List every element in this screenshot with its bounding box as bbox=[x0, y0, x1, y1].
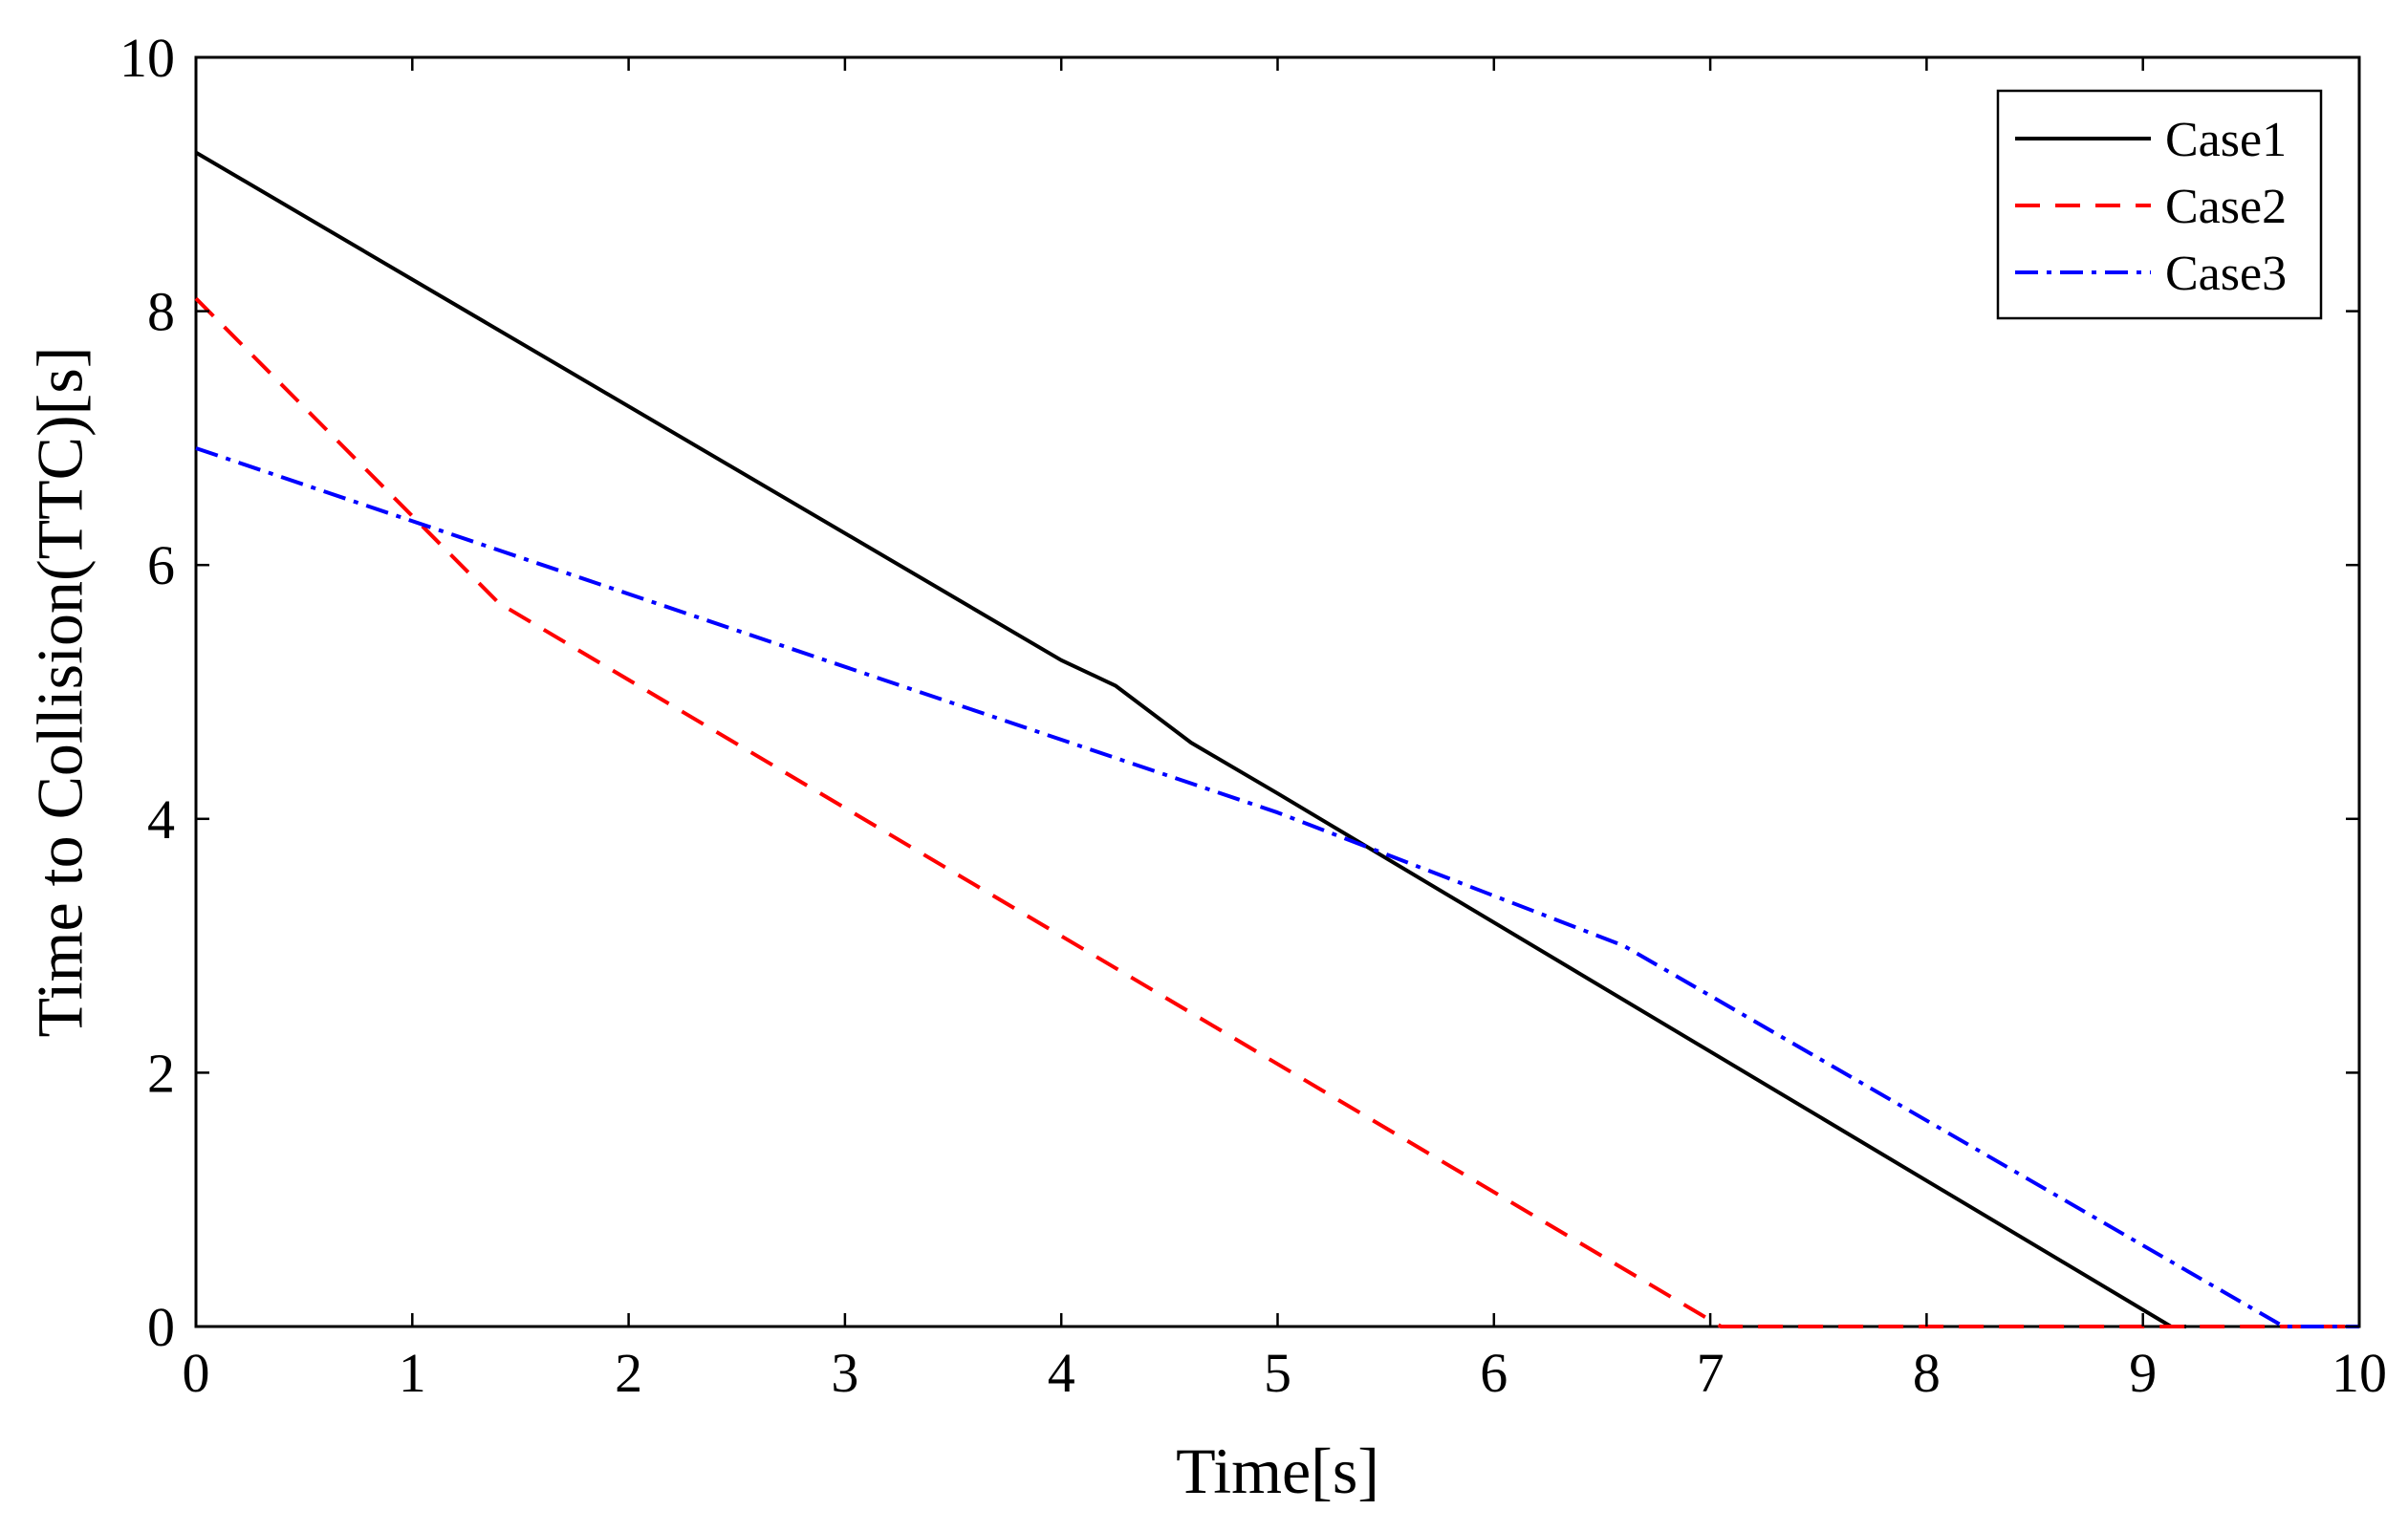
x-tick-label: 4 bbox=[1048, 1342, 1075, 1404]
y-tick-label: 4 bbox=[147, 788, 175, 851]
x-tick-label: 5 bbox=[1264, 1342, 1291, 1404]
x-tick-label: 6 bbox=[1480, 1342, 1508, 1404]
y-axis-label: Time to Collision(TTC)[s] bbox=[24, 347, 97, 1038]
legend: Case1 Case2 Case3 bbox=[1996, 89, 2323, 320]
series-line-case1 bbox=[194, 150, 2186, 1328]
x-tick-label: 7 bbox=[1697, 1342, 1725, 1404]
x-tick-label: 0 bbox=[183, 1342, 210, 1404]
series-line-case2 bbox=[194, 296, 2359, 1328]
legend-label-case1: Case1 bbox=[2165, 113, 2287, 167]
y-tick-label: 0 bbox=[147, 1296, 175, 1358]
ticks-layer: 0 1 2 3 4 5 6 7 8 9 10 0 2 4 6 8 10 bbox=[119, 27, 2387, 1404]
x-tick-label: 2 bbox=[615, 1342, 642, 1404]
x-tick-label: 1 bbox=[399, 1342, 426, 1404]
series-line-case3 bbox=[195, 446, 2359, 1328]
x-tick-label: 8 bbox=[1913, 1342, 1941, 1404]
x-tick-label: 9 bbox=[2129, 1342, 2157, 1404]
series-layer bbox=[194, 150, 2359, 1328]
legend-label-case2: Case2 bbox=[2165, 180, 2287, 234]
y-tick-label: 6 bbox=[147, 534, 175, 596]
y-tick-label: 2 bbox=[147, 1042, 175, 1104]
legend-label-case3: Case3 bbox=[2165, 247, 2287, 301]
legend-box bbox=[1996, 89, 2323, 320]
x-tick-label: 10 bbox=[2332, 1342, 2387, 1404]
y-tick-label: 8 bbox=[147, 281, 175, 343]
x-tick-label: 3 bbox=[831, 1342, 858, 1404]
y-tick-label: 10 bbox=[119, 27, 175, 89]
x-axis-label: Time[s] bbox=[1176, 1435, 1379, 1507]
